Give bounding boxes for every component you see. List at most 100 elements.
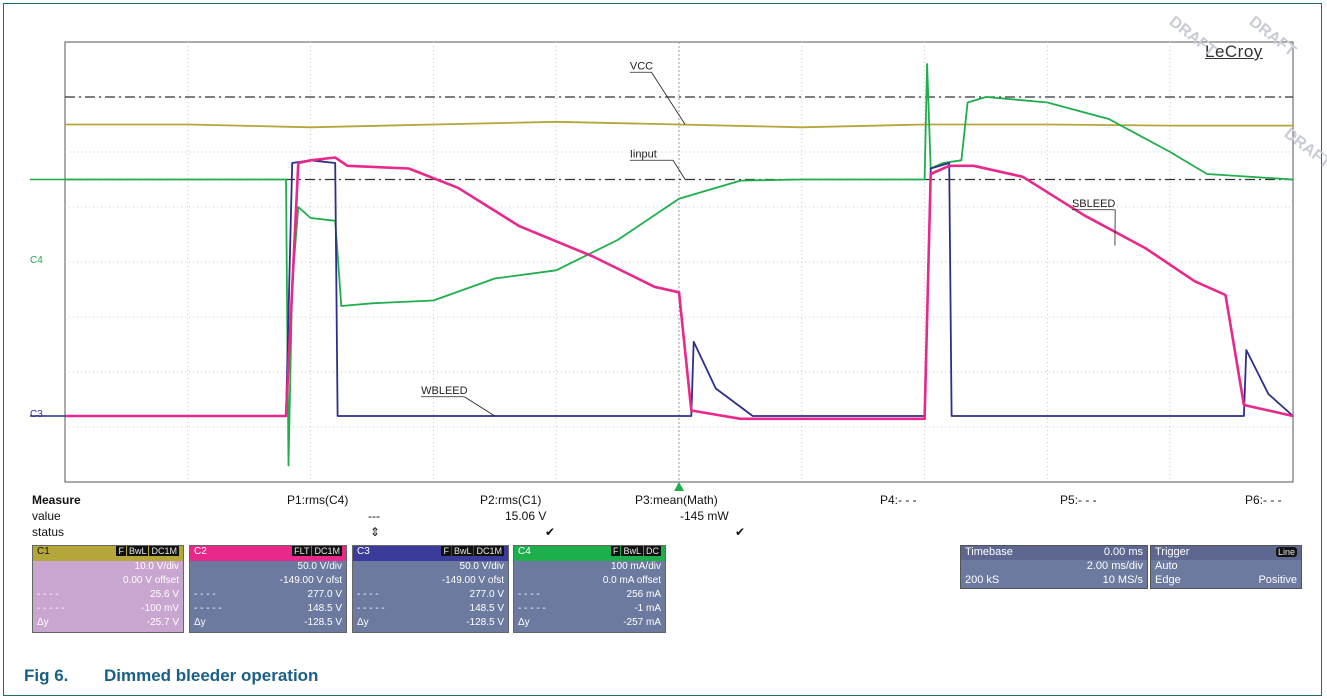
offset: -149.00 V ofst bbox=[441, 575, 504, 586]
cursor1-value: 277.0 V bbox=[469, 589, 504, 600]
timebase-label: Timebase bbox=[965, 546, 1013, 558]
delta-y-label: Δy bbox=[37, 617, 49, 628]
waveform-annotations: VCC Iinput SBLEED WBLEED bbox=[421, 60, 1116, 417]
channel-id: C4 bbox=[518, 546, 531, 557]
trigger-position-marker[interactable] bbox=[674, 482, 684, 491]
cursor1-label: - - - - bbox=[357, 589, 379, 600]
channel-panel-c1[interactable]: C1 F BwL DC1M 10.0 V/div 0.00 V offset - -… bbox=[32, 545, 184, 633]
channel-id: C2 bbox=[194, 546, 207, 557]
param-p5-name[interactable]: P5:- - - bbox=[1060, 493, 1097, 507]
time-per-div: 2.00 ms/div bbox=[1086, 560, 1143, 572]
annotation-leader bbox=[464, 396, 496, 417]
param-p1-status: ⇕ bbox=[370, 525, 381, 539]
badge-coupling: DC1M bbox=[149, 546, 179, 556]
delta-y-label: Δy bbox=[357, 617, 369, 628]
annotation-sbleed: SBLEED bbox=[1072, 198, 1115, 210]
amps-per-div: 100 mA/div bbox=[610, 561, 661, 572]
badge-bwl: BwL bbox=[621, 546, 643, 556]
waveform-traces bbox=[65, 63, 1294, 467]
volts-per-div: 50.0 V/div bbox=[297, 561, 342, 572]
param-p2-name[interactable]: P2:rms(C1) bbox=[480, 493, 542, 507]
cursor2-label: - - - - - bbox=[194, 603, 222, 614]
param-p1-value: --- bbox=[368, 509, 380, 523]
cursor1-label: - - - - bbox=[518, 589, 540, 600]
trigger-mode: Auto bbox=[1155, 560, 1178, 572]
cursor1-value: 25.6 V bbox=[150, 589, 179, 600]
trigger-type: Edge bbox=[1155, 574, 1181, 586]
badge-full: F bbox=[610, 546, 621, 556]
badge-coupling: DC1M bbox=[474, 546, 504, 556]
figure-number: Fig 6. bbox=[24, 666, 69, 685]
trace-vcc bbox=[65, 120, 1293, 129]
figure-frame bbox=[3, 3, 1322, 696]
offset: 0.00 V offset bbox=[123, 575, 179, 586]
badge-bwl: BwL bbox=[451, 546, 474, 556]
annotation-leader bbox=[651, 72, 686, 125]
cursor1-value: 256 mA bbox=[626, 589, 661, 600]
trigger-label: Trigger bbox=[1155, 546, 1190, 558]
badge-full: F bbox=[116, 546, 126, 556]
delta-y-value: -257 mA bbox=[623, 617, 661, 628]
trigger-panel[interactable]: Trigger Line Auto Edge Positive bbox=[1150, 545, 1302, 589]
badge-full: F bbox=[441, 546, 451, 556]
annotation-leader bbox=[672, 160, 686, 180]
lecroy-logo: LeCroy bbox=[1205, 42, 1263, 61]
volts-per-div: 50.0 V/div bbox=[459, 561, 504, 572]
cursor2-label: - - - - - bbox=[37, 603, 65, 614]
trace-sbleed bbox=[65, 156, 1294, 421]
badge-bwl: BwL bbox=[126, 546, 149, 556]
sample-rate: 10 MS/s bbox=[1102, 574, 1143, 586]
delta-y-value: -25.7 V bbox=[146, 617, 179, 628]
badge-coupling: DC bbox=[644, 546, 661, 556]
badge-coupling: DC1M bbox=[312, 546, 342, 556]
param-p2-value: 15.06 V bbox=[505, 509, 547, 523]
annotation-iinput: Iinput bbox=[630, 148, 657, 160]
delta-y-label: Δy bbox=[194, 617, 206, 628]
channel-panel-c3[interactable]: C3 F BwL DC1M 50.0 V/div -149.00 V ofst - … bbox=[352, 545, 509, 633]
annotation-vcc: VCC bbox=[630, 60, 653, 72]
offset: 0.0 mA offset bbox=[602, 575, 661, 586]
trigger-source-badge: Line bbox=[1275, 547, 1297, 557]
c3-ground-marker: C3 bbox=[30, 409, 43, 420]
measure-value-label: value bbox=[32, 509, 61, 523]
c4-ground-marker: C4 bbox=[30, 255, 43, 266]
delta-y-label: Δy bbox=[518, 617, 530, 628]
param-p6-name[interactable]: P6:- - - bbox=[1245, 493, 1282, 507]
channel-id: C1 bbox=[37, 546, 50, 557]
cursor1-label: - - - - bbox=[37, 589, 59, 600]
cursor1-value: 277.0 V bbox=[307, 589, 342, 600]
cursor1-label: - - - - bbox=[194, 589, 216, 600]
delta-y-value: -128.5 V bbox=[304, 617, 342, 628]
measure-status-label: status bbox=[32, 525, 65, 539]
figure-title: Dimmed bleeder operation bbox=[104, 666, 319, 685]
measure-title: Measure bbox=[32, 493, 81, 507]
param-p3-value: -145 mW bbox=[680, 509, 729, 523]
param-p3-status: ✔ bbox=[735, 525, 746, 539]
annotation-wbleed: WBLEED bbox=[421, 385, 468, 397]
volts-per-div: 10.0 V/div bbox=[134, 561, 179, 572]
cursor2-value: 148.5 V bbox=[307, 603, 342, 614]
cursor2-label: - - - - - bbox=[518, 603, 546, 614]
channel-id: C3 bbox=[357, 546, 370, 557]
sample-count: 200 kS bbox=[965, 574, 1000, 586]
offset: -149.00 V ofst bbox=[279, 575, 342, 586]
cursor2-value: 148.5 V bbox=[469, 603, 504, 614]
delta-y-value: -128.5 V bbox=[466, 617, 504, 628]
badge-filter: FLT bbox=[292, 546, 312, 556]
channel-panel-c2[interactable]: C2 FLT DC1M 50.0 V/div -149.00 V ofst - -… bbox=[189, 545, 347, 633]
trace-iinput bbox=[65, 63, 1294, 467]
param-p2-status: ✔ bbox=[545, 525, 556, 539]
channel-panel-c4[interactable]: C4 F BwL DC 100 mA/div 0.0 mA offset - - -… bbox=[513, 545, 666, 633]
cursor2-value: -1 mA bbox=[634, 603, 661, 614]
cursor2-value: -100 mV bbox=[141, 603, 179, 614]
param-p3-name[interactable]: P3:mean(Math) bbox=[635, 493, 718, 507]
graticule bbox=[30, 41, 1294, 491]
param-p1-name[interactable]: P1:rms(C4) bbox=[287, 493, 349, 507]
param-p4-name[interactable]: P4:- - - bbox=[880, 493, 917, 507]
cursor2-label: - - - - - bbox=[357, 603, 385, 614]
timebase-panel[interactable]: Timebase 0.00 ms 2.00 ms/div 200 kS 10 MS/… bbox=[960, 545, 1148, 589]
trigger-slope: Positive bbox=[1258, 574, 1297, 586]
figure-caption: Fig 6. Dimmed bleeder operation bbox=[24, 666, 318, 686]
timebase-delay: 0.00 ms bbox=[1103, 546, 1143, 558]
